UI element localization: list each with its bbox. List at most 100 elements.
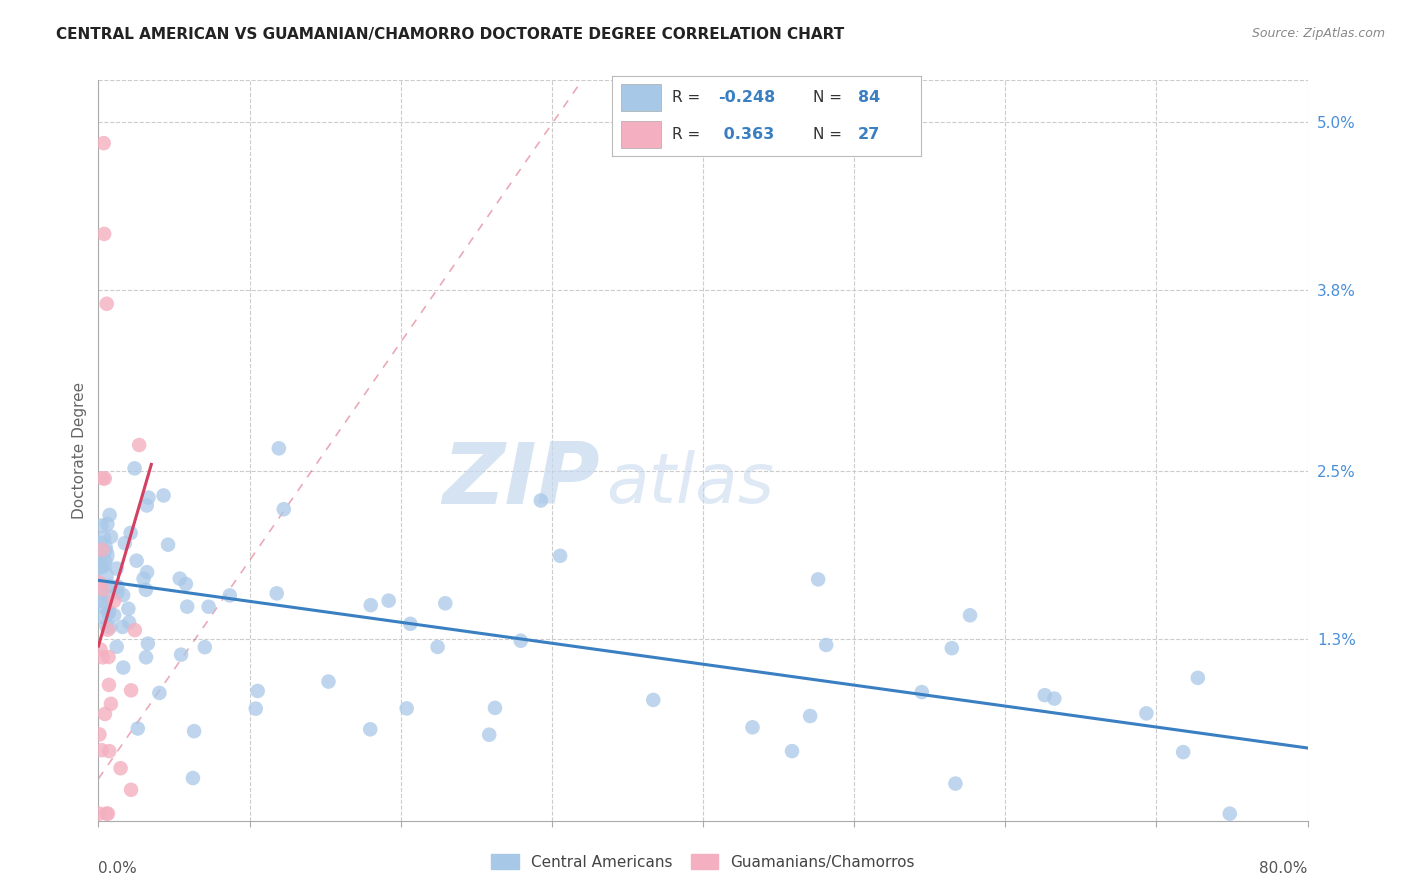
Point xyxy=(780,744,803,758)
Point xyxy=(124,623,146,637)
Point xyxy=(1187,671,1209,685)
FancyBboxPatch shape xyxy=(621,120,661,148)
Text: ZIP: ZIP xyxy=(443,439,600,522)
Point xyxy=(273,502,295,516)
Point xyxy=(807,572,830,586)
Point xyxy=(96,297,118,311)
Point xyxy=(93,227,115,241)
Point xyxy=(132,572,155,586)
Text: 80.0%: 80.0% xyxy=(1260,862,1308,876)
Text: R =: R = xyxy=(672,127,704,142)
Point xyxy=(815,638,838,652)
Point xyxy=(97,623,120,637)
Text: N =: N = xyxy=(813,90,846,105)
Point xyxy=(110,761,132,775)
Point xyxy=(90,586,112,600)
Point xyxy=(90,569,112,583)
Point xyxy=(1219,806,1241,821)
Text: CENTRAL AMERICAN VS GUAMANIAN/CHAMORRO DOCTORATE DEGREE CORRELATION CHART: CENTRAL AMERICAN VS GUAMANIAN/CHAMORRO D… xyxy=(56,27,845,42)
Point xyxy=(96,516,118,531)
Point xyxy=(911,685,934,699)
Point xyxy=(360,598,382,612)
Y-axis label: Doctorate Degree: Doctorate Degree xyxy=(72,382,87,519)
Point xyxy=(100,530,122,544)
Text: -0.248: -0.248 xyxy=(718,90,776,105)
Point xyxy=(245,701,267,715)
Point xyxy=(98,579,121,593)
Point xyxy=(91,610,114,624)
Point xyxy=(90,743,112,757)
Point xyxy=(96,619,118,633)
Point xyxy=(94,706,117,721)
Point xyxy=(89,575,111,590)
Point xyxy=(267,442,290,456)
Point xyxy=(97,650,120,665)
Point xyxy=(120,525,142,540)
Point xyxy=(105,640,128,654)
Point xyxy=(266,586,288,600)
Point xyxy=(1171,745,1194,759)
Point xyxy=(93,136,115,150)
Point xyxy=(107,585,129,599)
Point xyxy=(509,633,531,648)
Point xyxy=(98,508,121,522)
Point xyxy=(105,561,128,575)
Point xyxy=(96,806,118,821)
Text: Source: ZipAtlas.com: Source: ZipAtlas.com xyxy=(1251,27,1385,40)
Point xyxy=(90,559,112,574)
Point xyxy=(478,728,501,742)
Point xyxy=(399,616,422,631)
Point xyxy=(91,542,114,557)
Point xyxy=(1033,688,1056,702)
Point xyxy=(127,722,149,736)
Point xyxy=(176,599,198,614)
Point xyxy=(91,594,114,608)
FancyBboxPatch shape xyxy=(621,84,661,112)
Point xyxy=(91,471,114,485)
Text: N =: N = xyxy=(813,127,846,142)
Point xyxy=(89,555,111,569)
Point xyxy=(111,620,134,634)
Point xyxy=(135,499,157,513)
Point xyxy=(941,641,963,656)
Point xyxy=(93,531,115,545)
Point xyxy=(377,593,399,607)
Point xyxy=(124,461,146,475)
Point xyxy=(135,582,157,597)
Point xyxy=(103,594,125,608)
Point xyxy=(1043,691,1066,706)
Text: 0.0%: 0.0% xyxy=(98,862,138,876)
Point xyxy=(100,697,122,711)
Point xyxy=(97,806,120,821)
Point xyxy=(89,727,111,741)
Point xyxy=(530,493,553,508)
Point xyxy=(118,615,141,630)
Point xyxy=(98,620,121,634)
Point xyxy=(114,536,136,550)
Point xyxy=(94,471,117,485)
Point xyxy=(103,608,125,623)
Point xyxy=(157,538,180,552)
Point xyxy=(945,776,967,790)
Point xyxy=(197,599,219,614)
Point xyxy=(91,548,114,562)
Point xyxy=(434,596,457,610)
Text: 27: 27 xyxy=(858,127,880,142)
Point xyxy=(90,518,112,533)
Point xyxy=(138,491,160,505)
Point xyxy=(91,582,114,597)
Point xyxy=(120,683,142,698)
Point xyxy=(117,601,139,615)
Point xyxy=(183,724,205,739)
Point xyxy=(959,608,981,623)
Point xyxy=(112,588,135,602)
Point xyxy=(112,660,135,674)
Text: atlas: atlas xyxy=(606,450,775,517)
Point xyxy=(548,549,571,563)
Point xyxy=(135,650,157,665)
Text: 0.363: 0.363 xyxy=(718,127,775,142)
Point xyxy=(136,637,159,651)
Point xyxy=(359,723,381,737)
Point xyxy=(89,806,111,821)
Point xyxy=(170,648,193,662)
